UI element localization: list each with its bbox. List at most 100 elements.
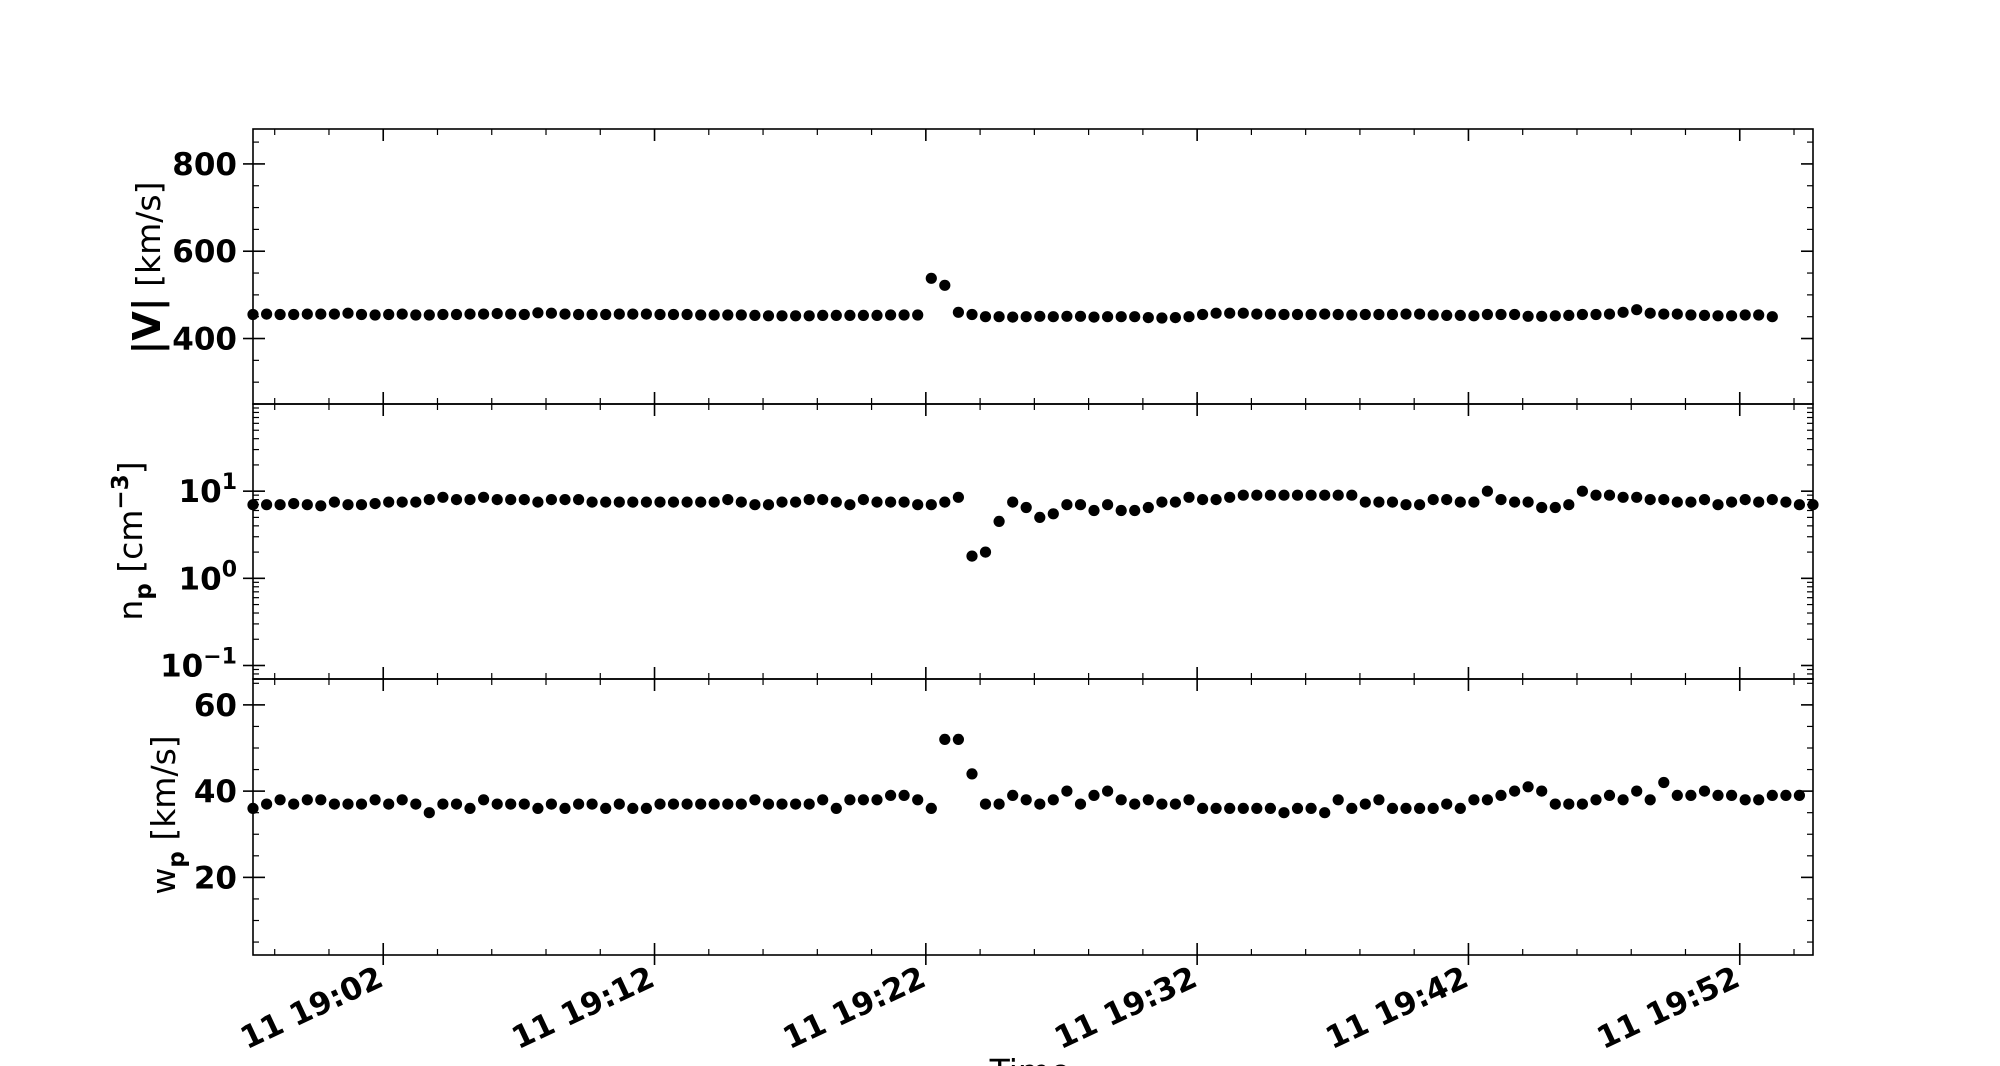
data-point xyxy=(1020,501,1032,514)
data-point xyxy=(790,798,802,810)
data-point xyxy=(1509,496,1521,508)
data-point xyxy=(844,794,856,806)
data-point xyxy=(925,802,937,815)
data-point xyxy=(898,309,910,321)
data-point xyxy=(288,308,300,321)
density-axes-frame xyxy=(252,403,1814,680)
data-point xyxy=(640,308,653,320)
data-point xyxy=(857,794,870,806)
data-point xyxy=(1264,802,1276,815)
x-tick-label: 11 19:52 xyxy=(1592,960,1746,1057)
data-point xyxy=(1224,307,1236,319)
data-point xyxy=(1034,310,1046,322)
data-point xyxy=(627,308,639,320)
data-point xyxy=(1590,489,1602,501)
data-point xyxy=(1414,499,1426,511)
data-point xyxy=(491,798,503,810)
data-point xyxy=(871,496,883,508)
data-point xyxy=(1156,312,1168,324)
data-point xyxy=(396,308,408,320)
data-point xyxy=(776,496,788,508)
data-point xyxy=(681,798,693,810)
data-point xyxy=(1603,489,1616,501)
data-point xyxy=(600,496,612,508)
x-tick-label: 11 19:02 xyxy=(235,960,389,1057)
data-point xyxy=(1685,789,1697,802)
data-point xyxy=(1563,499,1575,511)
data-point xyxy=(830,309,842,321)
data-point xyxy=(1780,789,1792,802)
data-point xyxy=(1386,308,1399,321)
data-point xyxy=(885,496,897,508)
data-point xyxy=(1658,308,1670,320)
density-ticks: 10−1 100 101 xyxy=(160,404,1813,684)
data-point xyxy=(708,496,720,508)
data-point xyxy=(1753,794,1765,806)
data-point xyxy=(803,310,815,322)
data-point xyxy=(952,733,965,746)
data-point xyxy=(1414,308,1426,320)
data-point xyxy=(1319,807,1331,819)
data-point xyxy=(261,499,273,511)
data-point xyxy=(939,733,951,746)
data-point xyxy=(328,308,340,320)
data-point xyxy=(803,494,815,506)
data-point xyxy=(1617,794,1629,806)
data-point xyxy=(695,309,707,321)
data-point xyxy=(478,308,490,320)
data-point xyxy=(505,494,517,506)
data-point xyxy=(857,494,870,506)
data-point xyxy=(1563,309,1575,321)
data-point xyxy=(315,794,327,806)
data-point xyxy=(1631,785,1643,797)
data-point xyxy=(1427,802,1439,815)
data-point xyxy=(1536,310,1548,322)
data-point xyxy=(1726,789,1738,802)
data-point xyxy=(1264,489,1276,501)
data-point xyxy=(518,798,530,810)
thermal-speed-panel: 20 40 60 wp [km/s] xyxy=(144,678,1814,956)
data-point xyxy=(979,311,992,323)
data-point xyxy=(722,494,734,506)
data-point xyxy=(301,499,313,511)
data-point xyxy=(1332,489,1344,501)
data-point xyxy=(1739,794,1751,806)
data-point xyxy=(1685,496,1697,508)
data-point xyxy=(1061,310,1073,322)
data-point xyxy=(545,798,558,810)
data-point xyxy=(301,308,313,320)
data-point xyxy=(912,499,924,511)
data-point xyxy=(613,496,625,508)
data-point xyxy=(423,309,435,321)
data-point xyxy=(776,310,788,322)
data-point xyxy=(1156,798,1168,810)
data-point xyxy=(518,494,530,506)
data-point xyxy=(1251,308,1263,320)
data-point xyxy=(450,494,463,506)
data-point xyxy=(288,498,300,510)
data-point xyxy=(1210,307,1222,319)
data-point xyxy=(1549,501,1561,514)
data-point xyxy=(1726,310,1738,322)
data-point xyxy=(1726,496,1738,508)
speed-panel: 400 600 800 |V| [km/s] xyxy=(125,128,1814,405)
data-point xyxy=(1210,494,1222,506)
data-point xyxy=(695,798,707,810)
data-point xyxy=(1671,308,1683,320)
data-point xyxy=(1142,794,1154,806)
data-point xyxy=(871,794,883,806)
data-point xyxy=(939,496,951,508)
data-point xyxy=(355,798,368,810)
data-point xyxy=(573,308,585,321)
data-point xyxy=(979,798,992,810)
data-point xyxy=(437,798,449,810)
data-point xyxy=(1278,308,1290,321)
data-point xyxy=(1739,494,1751,506)
data-point xyxy=(1400,499,1412,511)
data-point xyxy=(708,798,720,810)
data-point xyxy=(1658,494,1670,506)
data-point xyxy=(464,308,476,320)
data-point xyxy=(1739,309,1751,321)
data-point xyxy=(1305,489,1317,501)
